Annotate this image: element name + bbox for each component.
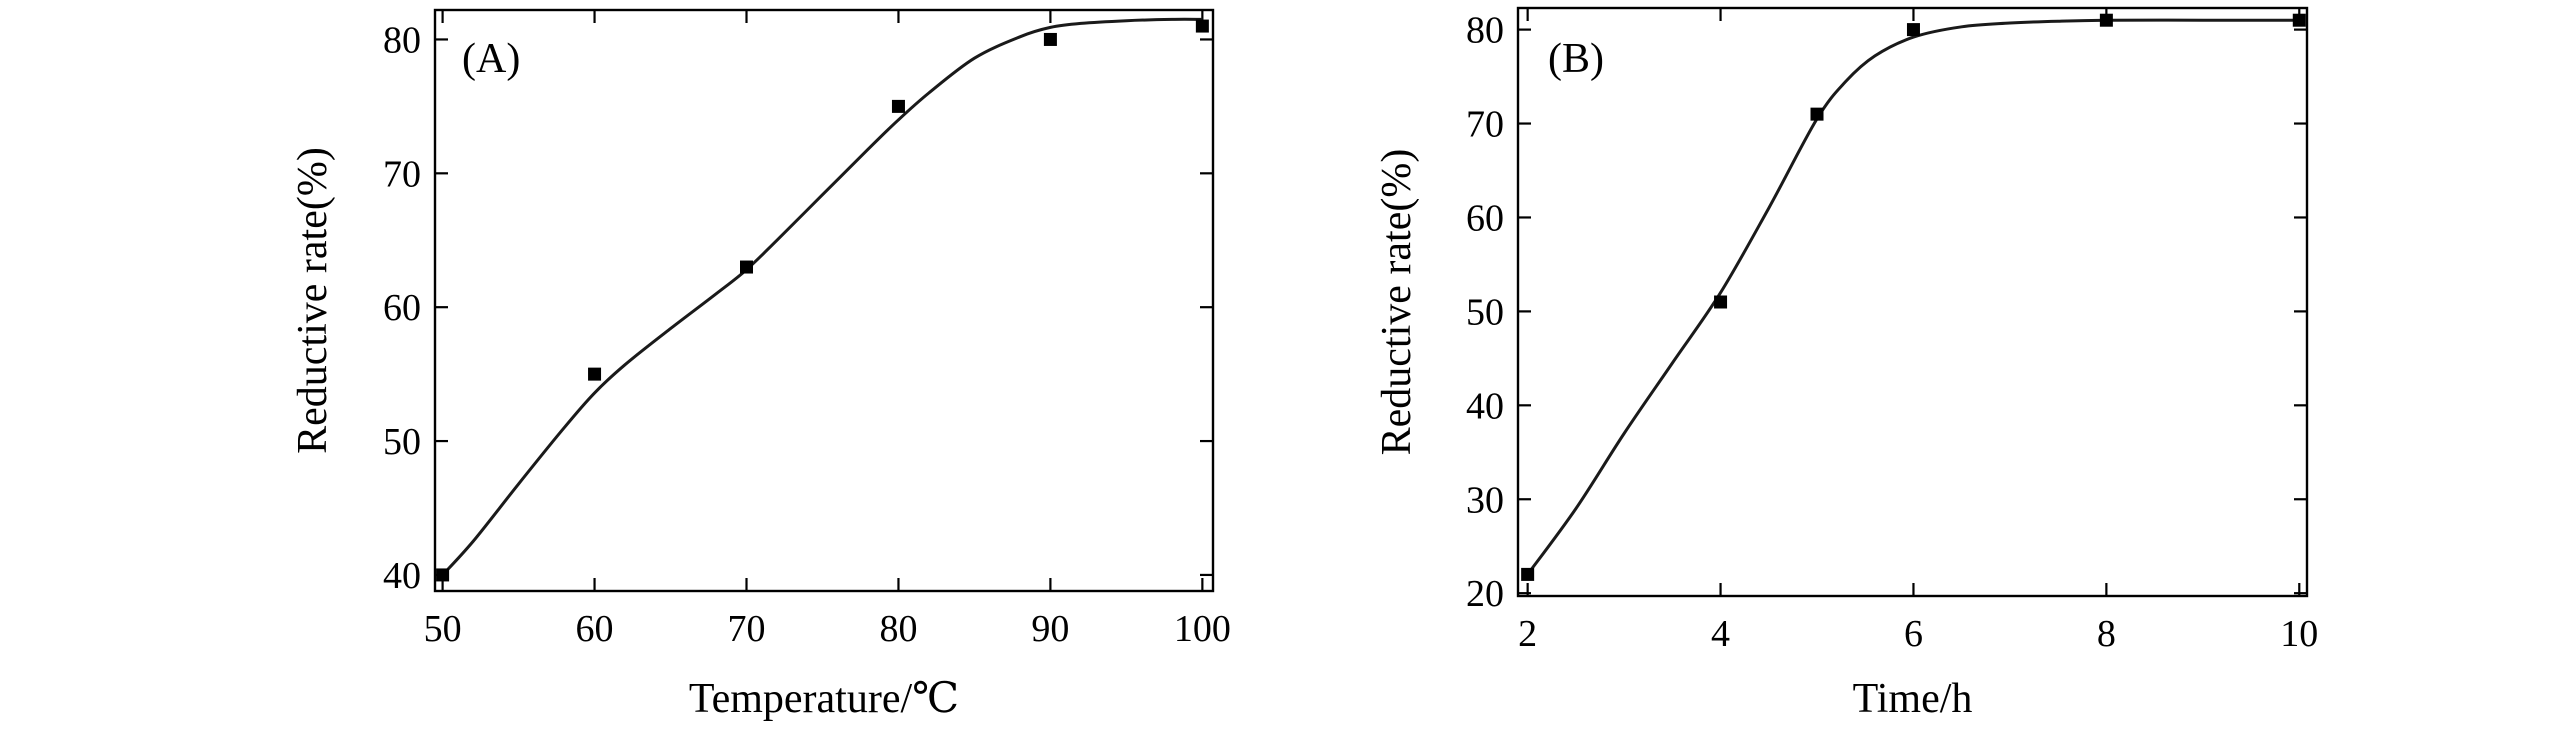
panel-b-y-axis-label: Reductive rate(%) bbox=[1374, 149, 1420, 456]
panel-b-data-point bbox=[1810, 107, 1824, 121]
panel-a-chart: 50 60 70 80 90 1004050607080Temperature/℃Redu… bbox=[290, 8, 1231, 722]
panel-b-fit-curve bbox=[1526, 18, 2300, 576]
panel-a-x-tick-label: 100 bbox=[1174, 608, 1231, 650]
panel-a-data-point bbox=[891, 99, 905, 113]
panel-a-y-tick-label: 70 bbox=[383, 153, 421, 195]
panel-b-x-tick-label: 10 bbox=[2280, 613, 2318, 655]
panel-b-data-point bbox=[2099, 13, 2113, 27]
panel-b-data-point bbox=[1906, 23, 1920, 37]
panel-a-data-point bbox=[588, 367, 602, 381]
panel-b-data-point bbox=[1521, 567, 1535, 581]
panel-b-x-tick-label: 8 bbox=[2097, 613, 2116, 655]
panel-a-x-tick-label: 70 bbox=[728, 608, 766, 650]
panel-a-x-tick-label: 80 bbox=[879, 608, 917, 650]
panel-a-x-tick-label: 50 bbox=[424, 608, 462, 650]
panel-b-x-tick-label: 2 bbox=[1518, 613, 1537, 655]
panel-b-y-tick-label: 30 bbox=[1466, 479, 1504, 521]
panel-b-y-tick-label: 80 bbox=[1466, 10, 1504, 52]
panel-a-plot-frame bbox=[433, 8, 1215, 593]
panel-a-y-tick-label: 40 bbox=[383, 555, 421, 597]
panel-a-y-tick-label: 60 bbox=[383, 287, 421, 329]
panel-a-data-point bbox=[1195, 19, 1209, 33]
panel-b-y-tick-label: 40 bbox=[1466, 385, 1504, 427]
panel-a-data-point bbox=[436, 568, 450, 582]
panel-a-y-tick-label: 50 bbox=[383, 421, 421, 463]
panel-b-y-tick-label: 70 bbox=[1466, 104, 1504, 146]
panel-a-data-point bbox=[740, 260, 754, 274]
panel-b-data-point bbox=[2292, 13, 2306, 27]
panel-b-y-tick-label: 50 bbox=[1466, 291, 1504, 333]
panel-a-y-axis-label: Reductive rate(%) bbox=[290, 147, 336, 454]
panel-b-y-tick-label: 20 bbox=[1466, 573, 1504, 615]
panel-b-panel-label: (B) bbox=[1548, 36, 1604, 82]
panel-b-data-point bbox=[1714, 295, 1728, 309]
panel-a-x-tick-label: 60 bbox=[576, 608, 614, 650]
panel-a-panel-label: (A) bbox=[462, 36, 520, 82]
panel-b-x-axis-label: Time/h bbox=[1853, 676, 1973, 722]
panel-a-fit-curve bbox=[441, 17, 1203, 576]
panel-b-plot-frame bbox=[1516, 6, 2309, 598]
panel-a-x-axis-label: Temperature/℃ bbox=[689, 676, 959, 722]
panel-a-x-tick-label: 90 bbox=[1031, 608, 1069, 650]
panel-a-y-tick-label: 80 bbox=[383, 19, 421, 61]
panel-a-data-point bbox=[1043, 32, 1057, 46]
panel-b-y-tick-label: 60 bbox=[1466, 197, 1504, 239]
panel-b-x-tick-label: 4 bbox=[1711, 613, 1730, 655]
panel-b-x-tick-label: 6 bbox=[1904, 613, 1923, 655]
panel-b-chart: 2 4 6 8 10 20 30 40 50 60 70 80 Time/h Reductive rate… bbox=[1374, 6, 2318, 722]
